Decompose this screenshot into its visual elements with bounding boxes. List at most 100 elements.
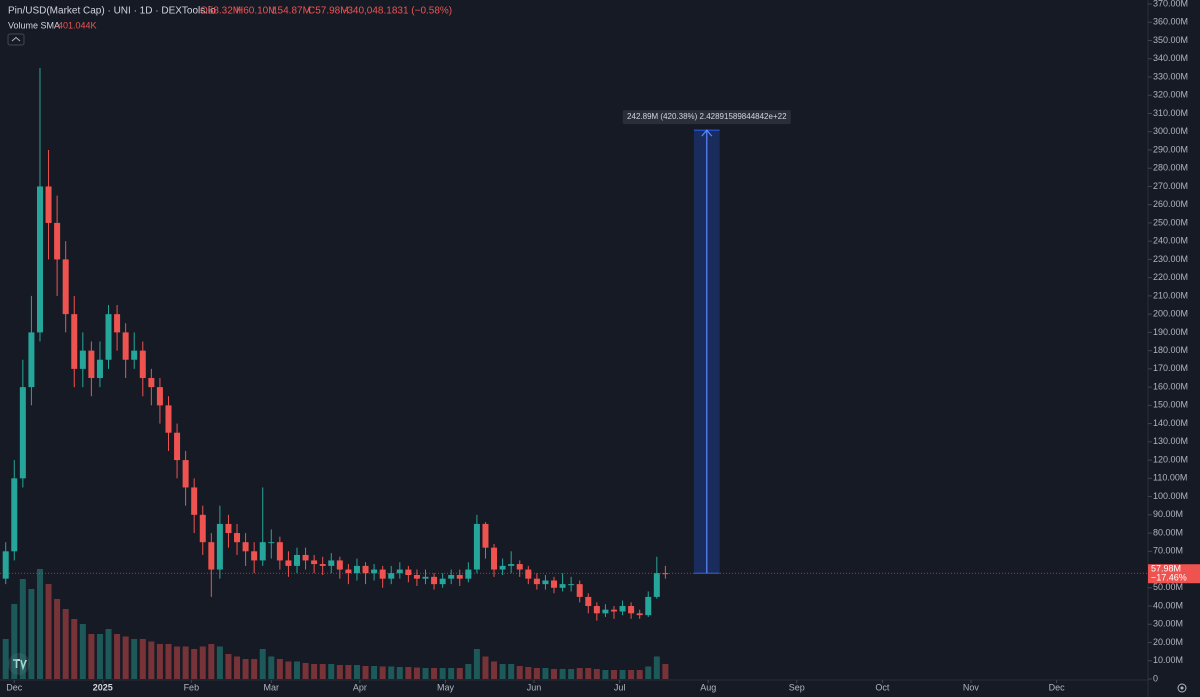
volume-bar (516, 666, 523, 679)
measure-label: 242.89M (420.38%) 2.42891589844842e+22 (627, 112, 787, 121)
volume-bar (551, 669, 558, 679)
y-tick-label: 160.00M (1153, 381, 1188, 391)
volume-bar (473, 649, 480, 679)
volume-bar (174, 646, 181, 679)
volume-bar (191, 649, 198, 679)
candle-body (456, 575, 463, 579)
volume-bar (371, 666, 378, 679)
candle-body (268, 542, 275, 544)
volume-bar (36, 569, 43, 679)
candle-body (285, 560, 292, 566)
volume-bar (165, 644, 172, 679)
x-tick-label: Dec (6, 682, 23, 692)
price-label: 57.98M (1151, 564, 1181, 574)
candle-body (585, 596, 592, 607)
candle-body (525, 569, 532, 579)
y-tick-label: 140.00M (1153, 418, 1188, 428)
volume-bar (131, 639, 138, 679)
candle-body (379, 569, 386, 579)
volume-bar (568, 669, 575, 679)
volume-bar (499, 664, 506, 679)
candle-body (473, 523, 480, 570)
candle-body (345, 569, 352, 574)
y-tick-label: 360.00M (1153, 17, 1188, 27)
volume-bar (319, 664, 326, 679)
y-tick-label: 0 (1153, 673, 1158, 683)
volume-bar (636, 670, 643, 679)
volume-bar (28, 589, 35, 679)
y-tick-label: 90.00M (1153, 509, 1183, 519)
y-tick-label: 320.00M (1153, 90, 1188, 100)
candle-body (405, 569, 412, 576)
volume-bar (302, 663, 309, 679)
volume-bar (259, 649, 266, 679)
candle-body (234, 533, 241, 543)
candle-body (71, 314, 78, 369)
y-tick-label: 70.00M (1153, 546, 1183, 556)
x-tick-label: Oct (875, 682, 890, 692)
x-tick-label: Aug (700, 682, 716, 692)
ohlc-close: C57.98M (308, 6, 349, 17)
y-tick-label: 270.00M (1153, 181, 1188, 191)
volume-bar (448, 668, 455, 679)
volume-bar (593, 669, 600, 679)
y-tick-label: 30.00M (1153, 619, 1183, 629)
candle-body (11, 478, 18, 552)
volume-bar (234, 656, 241, 679)
candle-body (619, 606, 626, 612)
candle-body (431, 576, 438, 585)
x-tick-label: Apr (353, 682, 367, 692)
candle-body (216, 523, 223, 570)
volume-bar (199, 646, 206, 679)
candle-body (28, 332, 35, 388)
y-tick-label: 280.00M (1153, 163, 1188, 173)
candle-body (568, 584, 575, 586)
candle-body (36, 186, 43, 333)
volume-bar (311, 664, 318, 679)
volume-bar (439, 668, 446, 679)
x-tick-label: Nov (963, 682, 980, 692)
y-tick-label: 340.00M (1153, 53, 1188, 63)
candle-body (533, 578, 540, 585)
candle-body (191, 487, 198, 515)
y-tick-label: 290.00M (1153, 144, 1188, 154)
volume-bar (576, 668, 583, 679)
y-tick-label: 170.00M (1153, 363, 1188, 373)
volume-bar (628, 670, 635, 679)
candle-body (593, 606, 600, 614)
candle-body (311, 560, 318, 565)
candle-body (242, 542, 249, 552)
tradingview-logo[interactable] (8, 653, 30, 675)
y-tick-label: 330.00M (1153, 71, 1188, 81)
y-tick-label: 110.00M (1153, 473, 1187, 483)
volume-legend-name: Volume SMA (8, 20, 60, 30)
volume-bar (11, 604, 18, 679)
candle-body (353, 565, 360, 574)
candle-body (79, 350, 86, 369)
volume-bar (328, 664, 335, 679)
candle-body (576, 584, 583, 597)
candle-body (62, 259, 69, 315)
candle-body (516, 564, 523, 570)
candle-body (610, 609, 617, 612)
candle-body (96, 359, 103, 378)
candle-body (122, 332, 129, 360)
volume-bar (396, 667, 403, 679)
volume-legend-value: 401.044K (58, 20, 97, 30)
candle-body (2, 551, 9, 579)
volume-bar (465, 664, 472, 679)
candle-body (225, 523, 232, 534)
candle-body (396, 569, 403, 574)
x-tick-label: Feb (184, 682, 200, 692)
y-tick-label: 210.00M (1153, 290, 1188, 300)
collapse-button[interactable] (7, 33, 25, 46)
candle-body (114, 314, 121, 333)
volume-bar (225, 654, 232, 679)
volume-bar (610, 670, 617, 679)
settings-icon[interactable] (1177, 683, 1187, 693)
volume-bar (353, 665, 360, 679)
candle-body (645, 596, 652, 616)
candle-body (482, 523, 489, 548)
volume-bar (662, 664, 669, 679)
